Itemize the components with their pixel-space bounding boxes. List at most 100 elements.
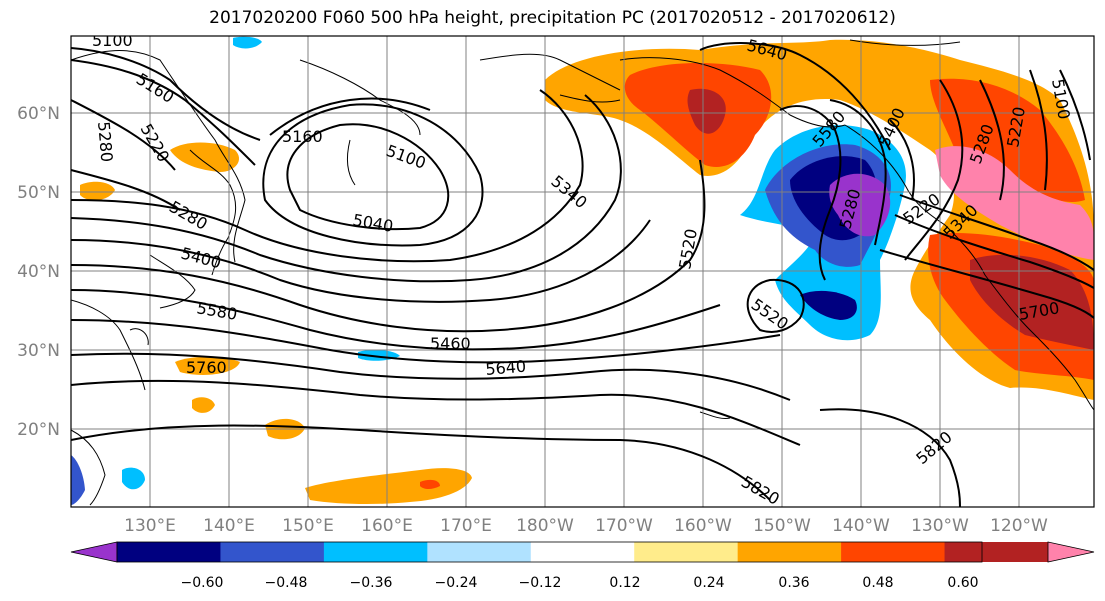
graticule xyxy=(71,36,1094,507)
contour-5280-far-west xyxy=(71,169,181,211)
colorbar: −0.60 −0.48 −0.36 −0.24 −0.12 0.12 0.24 … xyxy=(70,541,1095,591)
contour-label: 5460 xyxy=(430,334,471,353)
colorbar-tick-label: −0.12 xyxy=(519,575,562,591)
coastline-alaska xyxy=(619,57,846,128)
lat-label: 20°N xyxy=(17,420,60,440)
contour-5460 xyxy=(71,219,651,303)
contour-5700-east xyxy=(879,249,1094,319)
precip-region-south-trough xyxy=(800,290,857,320)
colorbar-bin xyxy=(841,542,946,562)
contour-east-2 xyxy=(894,214,1094,289)
lon-label: 160°W xyxy=(674,516,732,536)
contour-5580-trough xyxy=(779,105,842,281)
colorbar-bin xyxy=(737,542,842,562)
coastline-kamchatka xyxy=(299,59,421,136)
contour-label: 5280 xyxy=(94,121,116,163)
contour-5760 xyxy=(71,379,801,446)
coastline-bering xyxy=(479,53,621,91)
latitude-labels: 60°N 50°N 40°N 30°N 20°N xyxy=(17,104,60,440)
lon-label: 140°W xyxy=(832,516,890,536)
colorbar-tick-label: 0.12 xyxy=(609,575,640,591)
contour-5820-east xyxy=(819,408,961,507)
colorbar-tick-label: −0.24 xyxy=(435,575,478,591)
colorbar-swatches xyxy=(70,541,1095,563)
colorbar-bin xyxy=(117,542,221,562)
lon-label: 140°E xyxy=(203,516,255,536)
colorbar-tick-label: 0.24 xyxy=(693,575,724,591)
contour-5520 xyxy=(71,159,706,333)
contour-5340 xyxy=(71,89,584,263)
precip-region-subtropic-west xyxy=(175,356,240,375)
contour-5640 xyxy=(71,319,781,364)
contour-5820-south xyxy=(71,424,771,501)
precip-region-south-band-peak xyxy=(420,479,440,489)
colorbar-bin xyxy=(427,542,532,562)
colorbar-tick-label: −0.48 xyxy=(265,575,308,591)
precip-region-california-high xyxy=(970,254,1094,350)
lon-label: 150°E xyxy=(282,516,334,536)
coastline-philippines xyxy=(71,429,106,506)
contour-label: 5760 xyxy=(186,358,227,377)
contour-5100-low xyxy=(262,103,484,247)
height-contours xyxy=(71,42,1094,507)
contour-5100-west xyxy=(71,47,261,141)
contour-5340-ridge xyxy=(904,79,964,261)
colorbar-tick-label: 0.60 xyxy=(947,575,978,591)
lon-label: 130°W xyxy=(911,516,969,536)
contour-5160-west xyxy=(71,59,256,166)
colorbar-bin xyxy=(944,542,1049,562)
lon-label: 150°W xyxy=(753,516,811,536)
lon-label: 160°E xyxy=(361,516,413,536)
contour-label: 5640 xyxy=(485,357,527,379)
contour-5280-ridge xyxy=(979,79,1005,201)
contour-5640-north xyxy=(699,42,891,151)
contour-5580 xyxy=(71,289,721,351)
lon-label: 170°W xyxy=(595,516,653,536)
plot-frame xyxy=(70,35,1095,508)
coastline-japan-north xyxy=(189,149,237,276)
lat-label: 30°N xyxy=(17,341,60,361)
colorbar-bin xyxy=(220,542,325,562)
precip-region-small-1 xyxy=(192,397,215,413)
contour-5220-trough xyxy=(889,119,915,201)
coastline-asia-east xyxy=(71,50,246,263)
colorbar-bin xyxy=(634,542,739,562)
contour-5220-west xyxy=(71,99,176,171)
contour-east-1 xyxy=(899,194,1094,271)
lon-label: 120°W xyxy=(990,516,1048,536)
coastline-north-america xyxy=(844,124,1094,411)
contour-5220-ridge xyxy=(1029,69,1048,191)
precip-region-japan-north xyxy=(170,142,240,172)
coastlines xyxy=(71,39,1094,506)
colorbar-bin xyxy=(530,542,635,562)
longitude-labels: 130°E 140°E 150°E 160°E 170°E 180°W 170°… xyxy=(124,516,1048,536)
lon-label: 130°E xyxy=(124,516,176,536)
contour-label: 5160 xyxy=(282,127,323,146)
colorbar-arrow-high xyxy=(1047,541,1095,563)
coastline-china xyxy=(71,299,146,391)
coastline-aleutian-west xyxy=(559,94,621,103)
precip-region-alaska-high xyxy=(687,88,726,134)
precip-region-coast-max xyxy=(935,146,1094,260)
coastline-kamchatka-south xyxy=(347,139,356,186)
lat-label: 60°N xyxy=(17,104,60,124)
coastline-japan-main xyxy=(149,254,196,309)
colorbar-bin xyxy=(323,542,428,562)
precip-region-far-west xyxy=(80,181,115,201)
contour-5100-ridge xyxy=(1059,69,1091,161)
contour-5040-low xyxy=(286,123,450,231)
map-title: 2017020200 F060 500 hPa height, precipit… xyxy=(209,8,896,28)
contour-label: 5100 xyxy=(92,31,133,50)
colorbar-tick-labels: −0.60 −0.48 −0.36 −0.24 −0.12 0.12 0.24 … xyxy=(181,575,979,591)
colorbar-tick-label: −0.36 xyxy=(350,575,393,591)
precip-region-north-negative xyxy=(233,36,262,49)
lon-label: 180°W xyxy=(516,516,574,536)
lat-label: 50°N xyxy=(17,183,60,203)
lat-label: 40°N xyxy=(17,262,60,282)
precip-region-southwest-negative xyxy=(122,467,145,490)
contour-5700 xyxy=(71,352,791,401)
precip-region-south-band xyxy=(305,468,472,505)
lon-label: 170°E xyxy=(440,516,492,536)
colorbar-tick-label: −0.60 xyxy=(181,575,224,591)
